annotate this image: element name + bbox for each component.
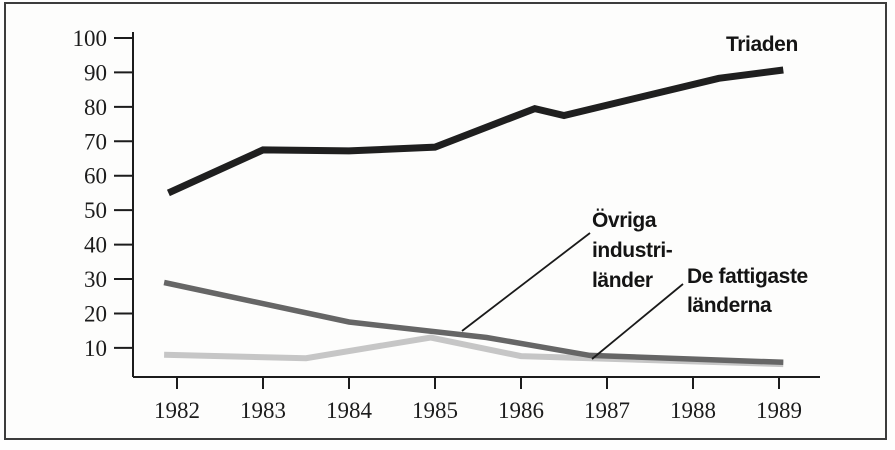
series-line-triaden xyxy=(166,66,784,197)
x-axis-tick-label: 1983 xyxy=(240,398,286,423)
annotation-triaden: Triaden xyxy=(726,33,798,56)
y-axis-tick-label: 20 xyxy=(84,301,107,326)
y-axis-tick-label: 50 xyxy=(84,198,107,223)
x-axis-tick-label: 1985 xyxy=(412,398,458,423)
y-axis-tick-label: 60 xyxy=(84,164,107,189)
x-axis-tick-label: 1986 xyxy=(498,398,544,423)
annotation-leader-line-1 xyxy=(461,232,591,332)
y-axis-tick-label: 100 xyxy=(73,26,108,51)
x-axis-tick-label: 1987 xyxy=(584,398,630,423)
annotation-ovriga-industrilander: Övriga industri- länder xyxy=(592,209,673,292)
x-axis-tick-label: 1982 xyxy=(154,398,200,423)
y-axis-tick-label: 70 xyxy=(84,129,107,154)
y-axis-tick-label: 40 xyxy=(84,233,107,258)
annotation-de-fattigaste-landerna: De fattigaste länderna xyxy=(687,265,808,317)
annotation-leader-line-2 xyxy=(591,283,684,360)
y-axis-tick-label: 30 xyxy=(84,267,107,292)
y-axis-tick-label: 90 xyxy=(84,60,107,85)
y-axis-tick-label: 10 xyxy=(84,336,107,361)
x-axis-tick-label: 1988 xyxy=(670,398,716,423)
series-line-vriga-industril-nder xyxy=(163,279,784,366)
x-axis-tick-label: 1984 xyxy=(326,398,373,423)
y-axis-tick-label: 80 xyxy=(84,95,107,120)
x-axis-tick-label: 1989 xyxy=(756,398,802,423)
